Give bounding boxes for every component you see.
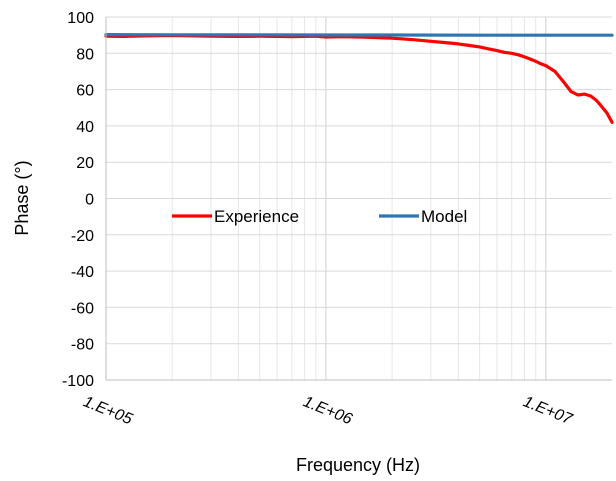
y-tick-label: 80 [76, 46, 94, 63]
series-line-model [104, 32, 614, 37]
x-tick-label: 1.E+05 [81, 393, 135, 428]
y-tick-label: 40 [76, 119, 94, 136]
legend: Experience Model [172, 207, 467, 226]
y-tick-label: -60 [71, 300, 94, 317]
axes-layer [105, 17, 612, 381]
x-tick-label: 1.E+06 [301, 393, 355, 428]
y-tick-label: 100 [67, 10, 94, 27]
y-tick-label: -100 [62, 373, 94, 390]
x-tick-label: 1.E+07 [521, 393, 576, 428]
y-tick-label: -80 [71, 337, 94, 354]
x-axis-title: Frequency (Hz) [296, 455, 420, 475]
series-layer [104, 32, 614, 124]
y-tick-label: -20 [71, 228, 94, 245]
y-tick-label: 20 [76, 155, 94, 172]
y-axis-title: Phase (°) [12, 160, 32, 235]
tick-labels: 100 80 60 40 20 0 -20 -40 -60 -80 -100 1.E+05 1.E+06… [62, 10, 575, 429]
y-tick-label: 60 [76, 83, 94, 100]
y-tick-label: -40 [71, 264, 94, 281]
legend-label-experience: Experience [214, 207, 299, 226]
legend-label-model: Model [421, 207, 467, 226]
y-tick-label: 0 [85, 192, 94, 209]
